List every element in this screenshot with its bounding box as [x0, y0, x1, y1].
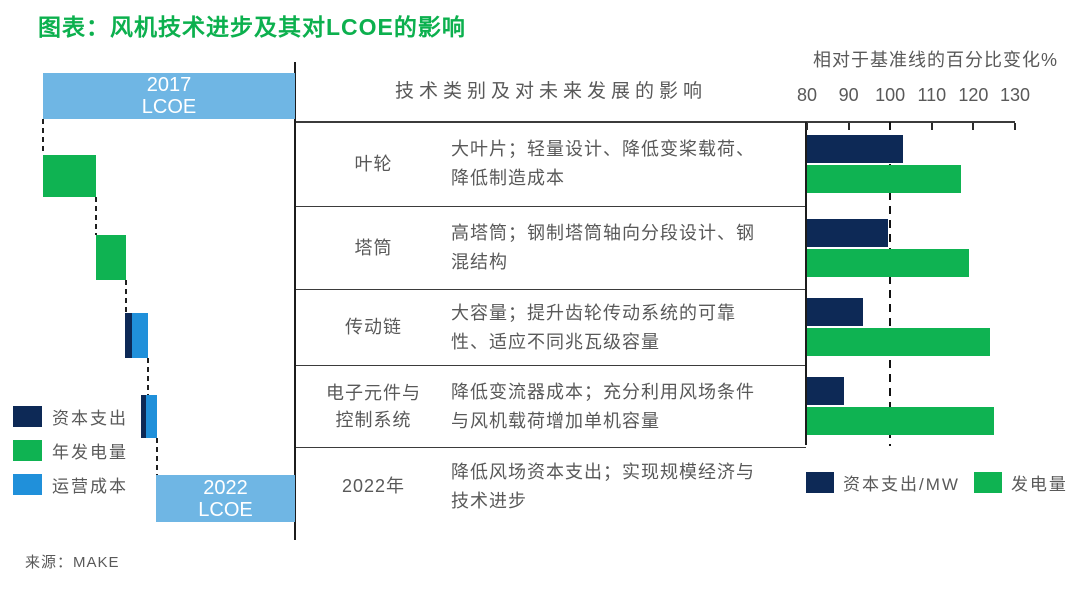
capex-bar	[807, 219, 888, 247]
category-cell: 塔筒	[296, 207, 451, 289]
waterfall-connector	[156, 438, 158, 475]
x-tick-mark	[1014, 123, 1016, 130]
capex-bar	[807, 135, 903, 163]
generation-bar	[807, 165, 961, 193]
waterfall-segment-energy	[43, 155, 96, 197]
x-tick-mark	[806, 123, 808, 130]
description-cell: 降低变流器成本；充分利用风场条件与风机载荷增加单机容量	[451, 366, 763, 447]
generation-bar	[807, 407, 994, 435]
category-cell: 叶轮	[296, 122, 451, 206]
waterfall-segment-capex	[125, 313, 132, 358]
x-tick-label: 130	[993, 85, 1037, 106]
table-header: 技术类别及对未来发展的影响	[296, 58, 806, 120]
category-cell: 2022年	[296, 448, 451, 525]
description-cell: 大容量；提升齿轮传动系统的可靠性、适应不同兆瓦级容量	[451, 290, 763, 365]
x-tick-mark	[972, 123, 974, 130]
lcoe-2017-bar: 2017 LCOE	[43, 73, 295, 119]
x-tick-label: 110	[910, 85, 954, 106]
capex-bar	[807, 298, 863, 326]
legend-item-generation: 发电量	[974, 470, 1068, 495]
description-cell: 高塔筒；钢制塔筒轴向分段设计、钢混结构	[451, 207, 763, 289]
generation-bar	[807, 249, 969, 277]
generation-bar	[807, 328, 990, 356]
legend-label: 资本支出/MW	[843, 470, 960, 495]
legend-label: 资本支出	[52, 404, 128, 429]
legend-label: 运营成本	[52, 472, 128, 497]
legend-label: 发电量	[1011, 470, 1068, 495]
x-axis-line	[296, 121, 1015, 123]
energy-swatch	[13, 440, 42, 461]
capex-swatch	[806, 472, 834, 493]
waterfall-connector	[147, 358, 149, 395]
x-tick-mark	[848, 123, 850, 130]
tech-table: 叶轮大叶片；轻量设计、降低变桨载荷、降低制造成本塔筒高塔筒；钢制塔筒轴向分段设计…	[296, 122, 806, 525]
legend-item-opex: 运营成本	[13, 474, 128, 495]
description-cell: 降低风场资本支出；实现规模经济与技术进步	[451, 448, 763, 525]
description-cell: 大叶片；轻量设计、降低变桨载荷、降低制造成本	[451, 122, 763, 206]
legend-item-energy: 年发电量	[13, 440, 128, 461]
x-tick-label: 90	[827, 85, 871, 106]
table-row: 电子元件与 控制系统降低变流器成本；充分利用风场条件与风机载荷增加单机容量	[296, 365, 806, 447]
table-row: 塔筒高塔筒；钢制塔筒轴向分段设计、钢混结构	[296, 206, 806, 289]
table-row: 叶轮大叶片；轻量设计、降低变桨载荷、降低制造成本	[296, 122, 806, 206]
legend-item-capex-mw: 资本支出/MW	[806, 470, 960, 495]
waterfall-segment-energy	[96, 235, 126, 280]
capex-swatch	[13, 406, 42, 427]
opex-swatch	[13, 474, 42, 495]
table-row: 2022年降低风场资本支出；实现规模经济与技术进步	[296, 447, 806, 525]
source-text: 来源：MAKE	[25, 551, 120, 572]
figure-canvas: 图表：风机技术进步及其对LCOE的影响 2017 LCOE 2022 LCOE …	[0, 0, 1080, 597]
figure-title: 图表：风机技术进步及其对LCOE的影响	[38, 8, 466, 42]
lcoe-2022-bar: 2022 LCOE	[156, 475, 295, 522]
legend-label: 年发电量	[52, 438, 128, 463]
waterfall-legend: 资本支出 年发电量 运营成本	[13, 406, 128, 508]
capex-bar	[807, 377, 844, 405]
waterfall-connector	[42, 119, 44, 155]
x-axis-title: 相对于基准线的百分比变化%	[746, 46, 1058, 72]
x-tick-mark	[931, 123, 933, 130]
waterfall-connector	[125, 280, 127, 313]
x-tick-label: 100	[868, 85, 912, 106]
x-tick-label: 80	[785, 85, 829, 106]
bar-chart-legend: 资本支出/MW 发电量	[806, 470, 1068, 495]
x-tick-label: 120	[951, 85, 995, 106]
table-row: 传动链大容量；提升齿轮传动系统的可靠性、适应不同兆瓦级容量	[296, 289, 806, 365]
legend-item-capex: 资本支出	[13, 406, 128, 427]
category-cell: 电子元件与 控制系统	[296, 366, 451, 447]
waterfall-segment-opex	[132, 313, 148, 358]
category-cell: 传动链	[296, 290, 451, 365]
waterfall-segment-opex	[146, 395, 157, 438]
energy-swatch	[974, 472, 1002, 493]
waterfall-connector	[95, 197, 97, 235]
